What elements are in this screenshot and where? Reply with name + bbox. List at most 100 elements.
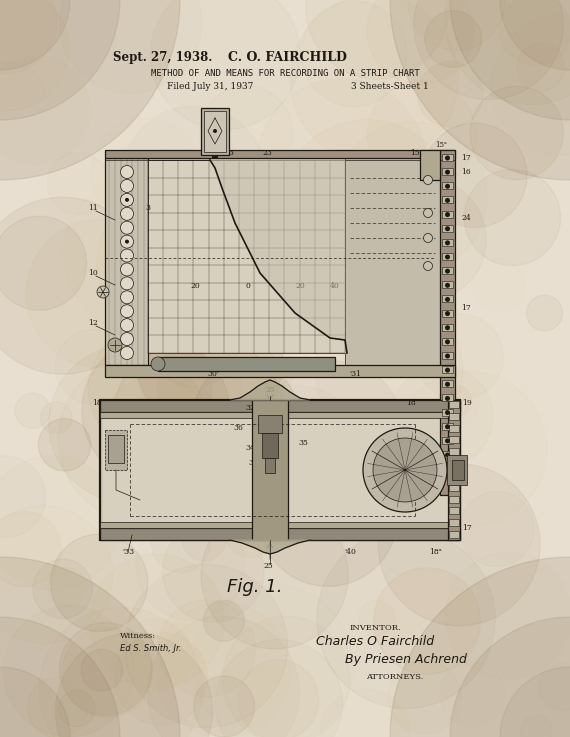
Circle shape: [224, 503, 279, 558]
Circle shape: [397, 463, 458, 523]
Circle shape: [88, 326, 211, 450]
Bar: [345, 158, 440, 365]
Bar: [449, 507, 459, 514]
Circle shape: [388, 661, 461, 734]
Circle shape: [120, 179, 133, 192]
Text: METHOD OF AND MEANS FOR RECORDING ON A STRIP CHART: METHOD OF AND MEANS FOR RECORDING ON A S…: [150, 69, 420, 78]
Circle shape: [194, 361, 298, 465]
Circle shape: [445, 269, 450, 273]
Circle shape: [26, 220, 174, 368]
Circle shape: [33, 559, 92, 618]
Text: 40: 40: [330, 282, 340, 290]
Bar: [212, 155, 218, 158]
Bar: [449, 472, 459, 479]
Text: 36: 36: [248, 459, 258, 467]
Text: 12: 12: [88, 319, 97, 327]
Bar: [442, 338, 453, 345]
Circle shape: [0, 0, 180, 180]
Bar: [449, 483, 459, 491]
Circle shape: [136, 286, 283, 433]
Circle shape: [108, 338, 122, 352]
Polygon shape: [230, 380, 310, 400]
Circle shape: [120, 304, 133, 318]
Circle shape: [378, 464, 540, 626]
Bar: [442, 211, 453, 217]
Bar: [442, 197, 453, 203]
Circle shape: [445, 240, 450, 245]
Text: 0: 0: [246, 282, 250, 290]
Circle shape: [151, 357, 165, 371]
Circle shape: [450, 0, 570, 120]
Bar: [105, 150, 455, 158]
Circle shape: [0, 0, 70, 70]
Text: By Priesen Achrend: By Priesen Achrend: [345, 653, 467, 666]
Text: 35: 35: [298, 439, 308, 447]
Circle shape: [290, 0, 458, 164]
Circle shape: [285, 162, 368, 245]
Circle shape: [157, 326, 283, 453]
Text: 20: 20: [295, 282, 305, 290]
Text: 17: 17: [461, 304, 471, 312]
Bar: [449, 495, 459, 503]
Bar: [442, 366, 453, 373]
Text: C. O. FAIRCHILD: C. O. FAIRCHILD: [227, 51, 347, 64]
Circle shape: [81, 649, 123, 691]
Text: '33: '33: [122, 548, 134, 556]
Circle shape: [445, 325, 450, 330]
Circle shape: [0, 0, 57, 74]
Circle shape: [445, 184, 450, 189]
Circle shape: [120, 263, 133, 276]
Bar: [452, 460, 464, 480]
Circle shape: [0, 506, 113, 644]
Bar: [420, 150, 440, 180]
Bar: [100, 400, 460, 540]
Circle shape: [254, 461, 300, 508]
Circle shape: [120, 193, 133, 206]
Bar: [100, 522, 460, 528]
Circle shape: [120, 235, 133, 248]
Circle shape: [424, 209, 433, 217]
Text: 3: 3: [145, 204, 150, 212]
Circle shape: [390, 0, 570, 180]
Circle shape: [445, 354, 450, 358]
Text: 19: 19: [462, 399, 472, 407]
Circle shape: [445, 368, 450, 373]
Bar: [108, 435, 124, 463]
Polygon shape: [210, 160, 347, 353]
Text: 18: 18: [406, 399, 416, 407]
Bar: [442, 324, 453, 331]
Text: 38': 38': [255, 419, 266, 427]
Bar: [103, 418, 457, 522]
Circle shape: [101, 377, 209, 483]
Circle shape: [424, 175, 433, 184]
Bar: [442, 437, 453, 444]
Circle shape: [59, 691, 95, 727]
Bar: [100, 528, 460, 540]
Circle shape: [266, 361, 403, 498]
Bar: [105, 158, 148, 365]
Bar: [449, 413, 459, 420]
Text: ATTORNEYS.: ATTORNEYS.: [367, 673, 424, 681]
Circle shape: [450, 617, 570, 737]
Circle shape: [82, 337, 229, 484]
Circle shape: [125, 240, 129, 244]
Circle shape: [414, 0, 563, 99]
Circle shape: [91, 554, 225, 688]
Bar: [449, 460, 459, 467]
Bar: [100, 400, 460, 412]
Text: 23: 23: [262, 149, 272, 157]
Circle shape: [359, 600, 395, 636]
Bar: [442, 423, 453, 430]
Circle shape: [367, 0, 474, 84]
Circle shape: [445, 212, 450, 217]
Circle shape: [445, 382, 450, 387]
Bar: [262, 433, 278, 458]
Circle shape: [470, 86, 563, 180]
Circle shape: [418, 61, 483, 127]
Circle shape: [445, 425, 450, 429]
Bar: [442, 239, 453, 246]
Circle shape: [424, 262, 433, 270]
Bar: [442, 451, 453, 458]
Circle shape: [357, 169, 412, 224]
Circle shape: [280, 119, 455, 295]
